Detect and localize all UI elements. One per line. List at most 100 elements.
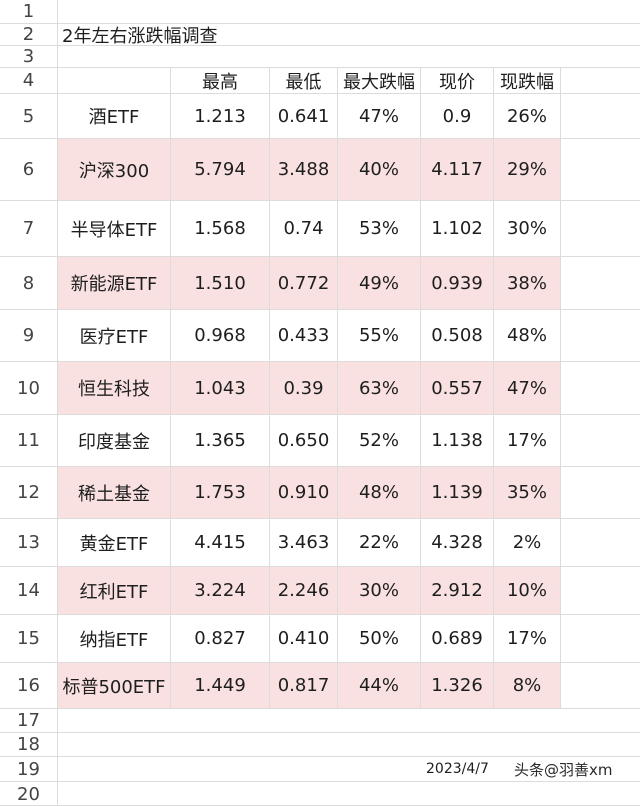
cell-cur-drop: 38% <box>494 257 561 309</box>
sheet-row-20: 20 <box>0 782 640 806</box>
cell-max-drop: 22% <box>338 519 421 566</box>
row-number: 1 <box>0 0 58 23</box>
cell-low: 0.641 <box>270 94 338 138</box>
cell-cur-drop: 47% <box>494 362 561 414</box>
row-number: 8 <box>0 257 58 309</box>
cell-high: 1.568 <box>171 201 270 256</box>
empty-cell <box>561 362 640 414</box>
cell-cur-drop: 2% <box>494 519 561 566</box>
cell-max-drop: 63% <box>338 362 421 414</box>
table-row: 13 黄金ETF 4.415 3.463 22% 4.328 2% <box>0 519 640 567</box>
table-row: 16 标普500ETF 1.449 0.817 44% 1.326 8% <box>0 663 640 709</box>
header-cell-max-drop: 最大跌幅 <box>338 68 421 93</box>
row-number: 18 <box>0 733 58 756</box>
row-number: 7 <box>0 201 58 256</box>
cell-price: 1.326 <box>421 663 494 708</box>
cell-price: 1.138 <box>421 415 494 466</box>
cell-price: 0.689 <box>421 615 494 662</box>
cell-cur-drop: 48% <box>494 310 561 361</box>
cell-price: 4.117 <box>421 139 494 200</box>
cell-name: 红利ETF <box>58 567 171 614</box>
cell-low: 0.39 <box>270 362 338 414</box>
cell-max-drop: 49% <box>338 257 421 309</box>
header-row: 4 最高 最低 最大跌幅 现价 现跌幅 <box>0 68 640 94</box>
empty-cell <box>561 201 640 256</box>
sheet-row-3: 3 <box>0 46 640 68</box>
cell-low: 0.817 <box>270 663 338 708</box>
empty-cell <box>561 567 640 614</box>
watermark: 头条@羽善xm <box>514 760 613 779</box>
cell-high: 1.043 <box>171 362 270 414</box>
cell-name: 恒生科技 <box>58 362 171 414</box>
cell-cur-drop: 29% <box>494 139 561 200</box>
cell-high: 4.415 <box>171 519 270 566</box>
cell-price: 4.328 <box>421 519 494 566</box>
row-number: 4 <box>0 68 58 93</box>
cell-cur-drop: 10% <box>494 567 561 614</box>
header-cell-low: 最低 <box>270 68 338 93</box>
row-number: 16 <box>0 663 58 708</box>
empty-cell <box>561 68 640 93</box>
cell-max-drop: 48% <box>338 467 421 518</box>
cell-name: 黄金ETF <box>58 519 171 566</box>
row-number: 15 <box>0 615 58 662</box>
table-row: 12 稀土基金 1.753 0.910 48% 1.139 35% <box>0 467 640 519</box>
row-number: 14 <box>0 567 58 614</box>
cell-high: 1.365 <box>171 415 270 466</box>
cell-price: 0.9 <box>421 94 494 138</box>
header-cell-name <box>58 68 171 93</box>
empty-cell <box>561 415 640 466</box>
row-number: 6 <box>0 139 58 200</box>
cell-max-drop: 44% <box>338 663 421 708</box>
empty-cell <box>561 663 640 708</box>
cell-name: 稀土基金 <box>58 467 171 518</box>
row-number: 5 <box>0 94 58 138</box>
table-row: 11 印度基金 1.365 0.650 52% 1.138 17% <box>0 415 640 467</box>
cell-max-drop: 30% <box>338 567 421 614</box>
cell-cur-drop: 8% <box>494 663 561 708</box>
cell-cur-drop: 17% <box>494 415 561 466</box>
cell-high: 1.753 <box>171 467 270 518</box>
table-row: 10 恒生科技 1.043 0.39 63% 0.557 47% <box>0 362 640 415</box>
cell-name: 医疗ETF <box>58 310 171 361</box>
cell-price: 0.939 <box>421 257 494 309</box>
table-row: 15 纳指ETF 0.827 0.410 50% 0.689 17% <box>0 615 640 663</box>
cell-low: 3.488 <box>270 139 338 200</box>
row-number: 2 <box>0 24 58 45</box>
cell-name: 标普500ETF <box>58 663 171 708</box>
cell-max-drop: 50% <box>338 615 421 662</box>
sheet-title: 2年左右涨跌幅调查 <box>62 25 218 47</box>
sheet-row-19: 19 2023/4/7 头条@羽善xm <box>0 757 640 782</box>
empty-cell <box>561 519 640 566</box>
cell-name: 印度基金 <box>58 415 171 466</box>
sheet-row-17: 17 <box>0 709 640 733</box>
cell-max-drop: 47% <box>338 94 421 138</box>
empty-cell <box>561 257 640 309</box>
cell-high: 0.827 <box>171 615 270 662</box>
empty-cell <box>561 310 640 361</box>
cell-name: 半导体ETF <box>58 201 171 256</box>
cell-low: 0.910 <box>270 467 338 518</box>
cell-price: 2.912 <box>421 567 494 614</box>
cell-low: 0.74 <box>270 201 338 256</box>
date-label: 2023/4/7 <box>426 761 489 777</box>
cell-low: 0.410 <box>270 615 338 662</box>
cell-price: 1.139 <box>421 467 494 518</box>
table-row: 5 酒ETF 1.213 0.641 47% 0.9 26% <box>0 94 640 139</box>
cell-high: 1.510 <box>171 257 270 309</box>
sheet-row-2: 2 2年左右涨跌幅调查 <box>0 24 640 47</box>
cell-low: 0.650 <box>270 415 338 466</box>
table-row: 6 沪深300 5.794 3.488 40% 4.117 29% <box>0 139 640 201</box>
empty-cell <box>561 94 640 138</box>
cell-cur-drop: 26% <box>494 94 561 138</box>
row-number: 9 <box>0 310 58 361</box>
cell-low: 0.772 <box>270 257 338 309</box>
cell-high: 1.449 <box>171 663 270 708</box>
row-number: 11 <box>0 415 58 466</box>
row-number: 17 <box>0 709 58 732</box>
cell-high: 0.968 <box>171 310 270 361</box>
table-row: 8 新能源ETF 1.510 0.772 49% 0.939 38% <box>0 257 640 310</box>
header-cell-price: 现价 <box>421 68 494 93</box>
row-number: 13 <box>0 519 58 566</box>
